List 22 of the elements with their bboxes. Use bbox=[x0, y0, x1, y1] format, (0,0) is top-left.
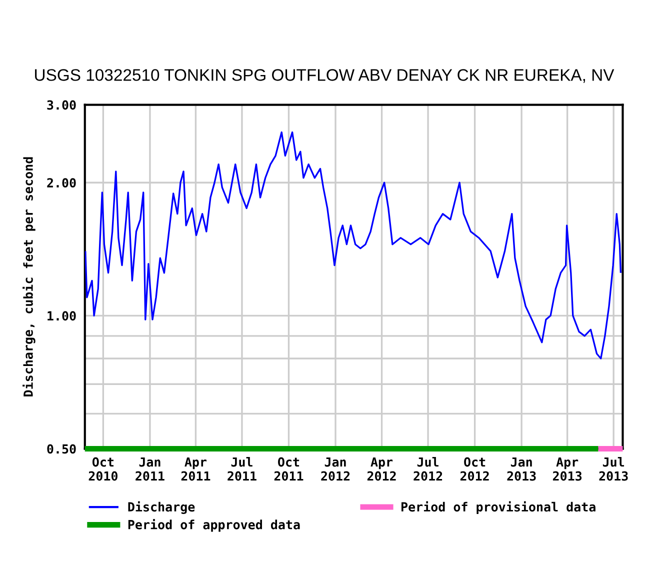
chart-title: USGS 10322510 TONKIN SPG OUTFLOW ABV DENAY CK NR EUREKA, NV bbox=[35, 69, 614, 83]
legend-label: Period of provisional data bbox=[402, 501, 596, 514]
x-tick-label: Apr 2011 bbox=[181, 457, 210, 481]
x-tick-label: Jul 2012 bbox=[414, 457, 442, 481]
x-tick-label: Apr 2013 bbox=[552, 457, 582, 481]
x-tick-label: Oct 2012 bbox=[460, 457, 489, 481]
x-tick-label: Jan 2013 bbox=[507, 457, 536, 481]
x-tick-label: Jan 2012 bbox=[321, 457, 350, 481]
x-tick-label: Jan 2011 bbox=[136, 457, 164, 481]
y-axis-title: Discharge, cubic feet per second bbox=[22, 157, 36, 396]
y-tick-label: 2.00 bbox=[47, 178, 76, 188]
x-tick-label: Apr 2012 bbox=[367, 457, 396, 481]
legend-label: Discharge bbox=[128, 501, 195, 514]
y-tick-label: 1.00 bbox=[48, 311, 76, 321]
legend-label: Period of approved data bbox=[128, 519, 300, 532]
x-tick-label: Jul 2011 bbox=[228, 457, 256, 481]
y-tick-label: 0.50 bbox=[47, 444, 76, 454]
y-tick-label: 3.00 bbox=[47, 100, 76, 110]
line-series bbox=[84, 131, 622, 360]
x-tick-label: Jul 2013 bbox=[599, 457, 628, 481]
x-tick-label: Oct 2010 bbox=[88, 457, 118, 481]
x-tick-label: Oct 2011 bbox=[274, 457, 304, 481]
